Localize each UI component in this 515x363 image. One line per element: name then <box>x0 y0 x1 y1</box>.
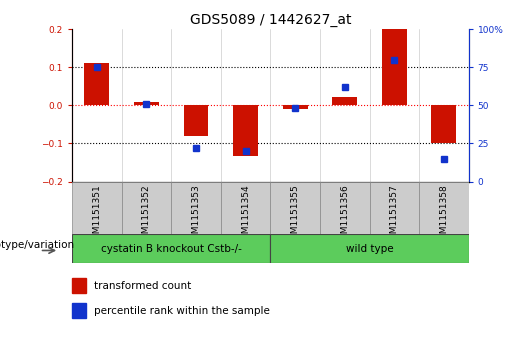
FancyBboxPatch shape <box>370 182 419 234</box>
Text: wild type: wild type <box>346 244 393 254</box>
Text: GSM1151357: GSM1151357 <box>390 184 399 245</box>
Bar <box>72 278 87 293</box>
Text: percentile rank within the sample: percentile rank within the sample <box>94 306 269 316</box>
Text: GSM1151356: GSM1151356 <box>340 184 349 245</box>
Text: GSM1151354: GSM1151354 <box>241 184 250 245</box>
Text: transformed count: transformed count <box>94 281 191 291</box>
Bar <box>382 29 407 105</box>
FancyBboxPatch shape <box>270 234 469 263</box>
Bar <box>432 105 456 143</box>
Bar <box>134 102 159 105</box>
FancyBboxPatch shape <box>221 182 270 234</box>
FancyBboxPatch shape <box>320 182 370 234</box>
FancyBboxPatch shape <box>122 182 171 234</box>
Bar <box>84 63 109 105</box>
Text: cystatin B knockout Cstb-/-: cystatin B knockout Cstb-/- <box>101 244 242 254</box>
Bar <box>72 303 87 318</box>
FancyBboxPatch shape <box>419 182 469 234</box>
Text: GSM1151355: GSM1151355 <box>290 184 300 245</box>
FancyBboxPatch shape <box>72 234 270 263</box>
FancyBboxPatch shape <box>270 182 320 234</box>
Bar <box>283 105 307 109</box>
Text: GSM1151358: GSM1151358 <box>439 184 449 245</box>
Text: genotype/variation: genotype/variation <box>0 240 75 250</box>
Bar <box>184 105 209 136</box>
Title: GDS5089 / 1442627_at: GDS5089 / 1442627_at <box>190 13 351 26</box>
Text: GSM1151351: GSM1151351 <box>92 184 101 245</box>
Text: GSM1151353: GSM1151353 <box>192 184 200 245</box>
FancyBboxPatch shape <box>171 182 221 234</box>
Bar <box>332 97 357 105</box>
Bar <box>233 105 258 156</box>
Text: GSM1151352: GSM1151352 <box>142 184 151 245</box>
FancyBboxPatch shape <box>72 182 122 234</box>
